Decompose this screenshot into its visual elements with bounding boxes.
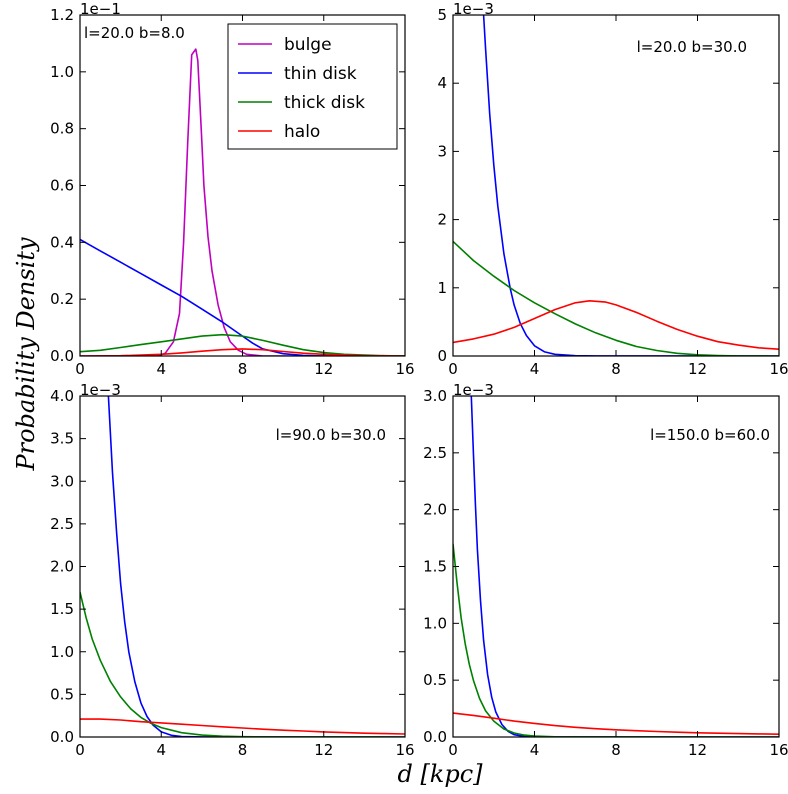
y-tick-label: 4.0 <box>50 387 74 405</box>
y-tick-label: 0.5 <box>50 685 74 703</box>
legend-label-thin-disk: thin disk <box>284 64 357 84</box>
plot-frame <box>452 395 780 738</box>
y-tick-label: 5 <box>437 6 447 24</box>
y-tick-label: 3.5 <box>50 430 74 448</box>
legend-box <box>227 23 398 150</box>
x-tick-label: 4 <box>156 360 166 378</box>
x-tick-label: 0 <box>75 360 85 378</box>
x-tick-label: 16 <box>395 741 414 759</box>
y-exponent-label: 1e−3 <box>453 0 494 18</box>
panel-p3: 0 4 8 12 16 0.0 0.5 1.0 1.5 2.0 2.5 3.0 3.5 4.0 1e−3 l=… <box>50 381 414 759</box>
series-bulge-line <box>80 48 405 356</box>
series-thin-disk-line <box>470 396 779 737</box>
plot-frame <box>79 395 406 738</box>
x-tick-label: 16 <box>395 360 414 378</box>
y-exponent-label: 1e−3 <box>80 381 121 399</box>
y-tick-label: 2 <box>437 211 447 229</box>
x-tick-label: 12 <box>688 741 707 759</box>
y-tick-label: 1.0 <box>50 643 74 661</box>
y-tick-label: 2.5 <box>50 515 74 533</box>
y-tick-label: 0 <box>437 347 447 365</box>
x-axis-title: d [kpc] <box>397 760 483 788</box>
x-tick-label: 8 <box>611 360 621 378</box>
x-tick-label: 4 <box>530 360 540 378</box>
panel-annotation: l=150.0 b=60.0 <box>650 426 770 444</box>
y-exponent-label: 1e−1 <box>80 0 121 18</box>
series-halo-line <box>453 299 779 350</box>
x-tick-label: 12 <box>688 360 707 378</box>
y-tick-label: 2.0 <box>50 558 74 576</box>
y-tick-label: 0.0 <box>50 728 74 746</box>
y-tick-label: 1.0 <box>423 614 447 632</box>
legend-label-thick-disk: thick disk <box>284 93 365 113</box>
x-tick-label: 8 <box>238 741 248 759</box>
legend-label-halo: halo <box>284 122 320 142</box>
x-tick-label: 12 <box>314 741 333 759</box>
panel-annotation: l=20.0 b=8.0 <box>84 24 185 42</box>
series-thick-disk-line <box>453 240 779 356</box>
y-tick-label: 0.4 <box>50 233 74 251</box>
series-halo-line <box>453 712 779 735</box>
x-tick-label: 12 <box>314 360 333 378</box>
x-tick-label: 0 <box>448 360 458 378</box>
x-tick-label: 8 <box>238 360 248 378</box>
y-tick-label: 3 <box>437 142 447 160</box>
y-tick-label: 1.5 <box>423 558 447 576</box>
series-thin-disk-line <box>80 238 405 356</box>
y-tick-label: 4 <box>437 74 447 92</box>
x-tick-label: 0 <box>448 741 458 759</box>
y-tick-label: 0.0 <box>50 347 74 365</box>
y-axis-title: Probability Density <box>12 237 40 472</box>
y-tick-label: 0.5 <box>423 671 447 689</box>
x-tick-label: 4 <box>156 741 166 759</box>
series-thick-disk-line <box>453 543 779 737</box>
x-tick-label: 16 <box>769 360 788 378</box>
panel-p1: 0 4 8 12 16 0.0 0.2 0.4 0.6 0.8 1.0 1.2 1e−1 l=20.0 b… <box>50 0 414 378</box>
series-thin-disk-line <box>482 15 779 356</box>
x-tick-label: 16 <box>769 741 788 759</box>
x-tick-label: 4 <box>530 741 540 759</box>
y-tick-label: 3.0 <box>50 472 74 490</box>
panel-annotation: l=20.0 b=30.0 <box>637 38 747 56</box>
y-tick-label: 1.5 <box>50 600 74 618</box>
panel-p4: 0 4 8 12 16 0.0 0.5 1.0 1.5 2.0 2.5 3.0 1e−3 l=150.0 … <box>423 381 788 759</box>
y-tick-label: 2.5 <box>423 444 447 462</box>
y-tick-label: 1 <box>437 279 447 297</box>
y-tick-label: 1.2 <box>50 6 74 24</box>
series-thick-disk-line <box>80 591 405 737</box>
x-tick-label: 8 <box>611 741 621 759</box>
y-exponent-label: 1e−3 <box>453 381 494 399</box>
series-halo-line <box>80 348 405 356</box>
y-tick-label: 2.0 <box>423 501 447 519</box>
y-tick-label: 1.0 <box>50 63 74 81</box>
y-tick-label: 0.0 <box>423 728 447 746</box>
y-tick-label: 0.2 <box>50 290 74 308</box>
x-tick-label: 0 <box>75 741 85 759</box>
panel-annotation: l=90.0 b=30.0 <box>276 426 386 444</box>
legend: bulge thin disk thick disk halo <box>227 23 398 150</box>
y-tick-label: 0.8 <box>50 120 74 138</box>
series-thin-disk-line <box>107 396 405 737</box>
y-tick-label: 0.6 <box>50 177 74 195</box>
series-halo-line <box>80 718 405 735</box>
legend-label-bulge: bulge <box>284 35 332 55</box>
y-tick-label: 3.0 <box>423 387 447 405</box>
